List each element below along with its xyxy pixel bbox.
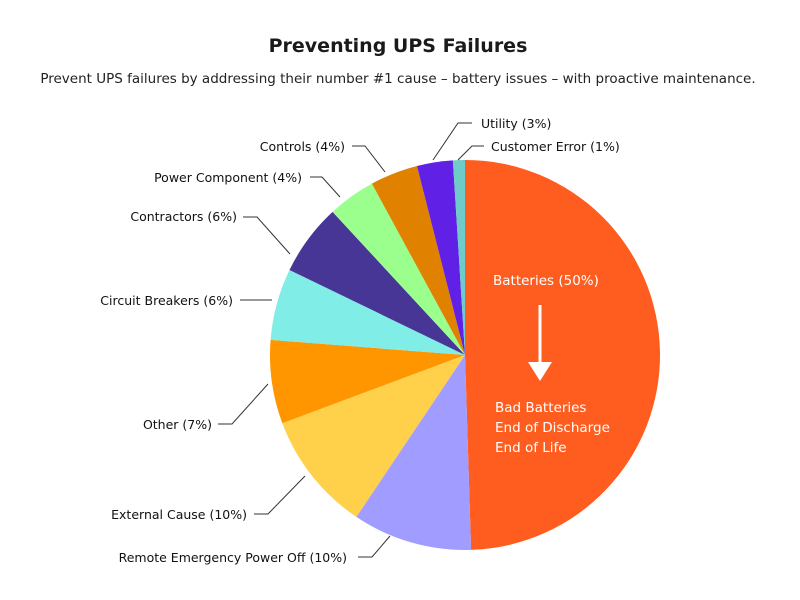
slice-label-7: Controls (4%) bbox=[260, 139, 345, 154]
slice-label-9: Customer Error (1%) bbox=[491, 139, 620, 154]
pie-slice-8 bbox=[416, 160, 465, 355]
leader-line-3 bbox=[218, 383, 269, 425]
slice-label-8: Utility (3%) bbox=[481, 116, 551, 131]
pie-slice-2 bbox=[282, 355, 465, 517]
leader-line-7 bbox=[352, 145, 386, 173]
leader-line-6 bbox=[310, 176, 341, 198]
slice-label-5: Contractors (6%) bbox=[130, 209, 237, 224]
batteries-callout: Bad Batteries End of Discharge End of Li… bbox=[495, 305, 610, 456]
slice-label-2: External Cause (10%) bbox=[111, 507, 247, 522]
pie-slice-6 bbox=[332, 183, 465, 355]
leader-line-9 bbox=[457, 145, 484, 161]
pie-slice-3 bbox=[270, 339, 465, 424]
cause-end-of-discharge: End of Discharge bbox=[495, 420, 610, 436]
slice-label-6: Power Component (4%) bbox=[154, 170, 302, 185]
arrow-head-icon bbox=[528, 362, 552, 381]
slice-label-1: Remote Emergency Power Off (10%) bbox=[119, 550, 347, 565]
pie-slice-0 bbox=[465, 160, 661, 550]
leader-line-1 bbox=[358, 535, 391, 558]
cause-end-of-life: End of Life bbox=[495, 440, 567, 456]
pie-slice-7 bbox=[371, 166, 465, 355]
leader-line-8 bbox=[432, 122, 472, 161]
leader-line-5 bbox=[243, 216, 291, 255]
slice-label-3: Other (7%) bbox=[143, 417, 212, 432]
chart-subtitle: Prevent UPS failures by addressing their… bbox=[40, 71, 755, 87]
cause-bad-batteries: Bad Batteries bbox=[495, 400, 586, 416]
chart-title: Preventing UPS Failures bbox=[269, 35, 528, 57]
pie-slice-4 bbox=[270, 270, 465, 355]
slice-label-4: Circuit Breakers (6%) bbox=[100, 293, 233, 308]
pie-slice-5 bbox=[289, 211, 465, 355]
leader-line-2 bbox=[254, 475, 306, 515]
pie-slice-1 bbox=[356, 355, 472, 550]
slice-label-0: Batteries (50%) bbox=[493, 273, 599, 289]
pie-slice-9 bbox=[452, 160, 465, 355]
